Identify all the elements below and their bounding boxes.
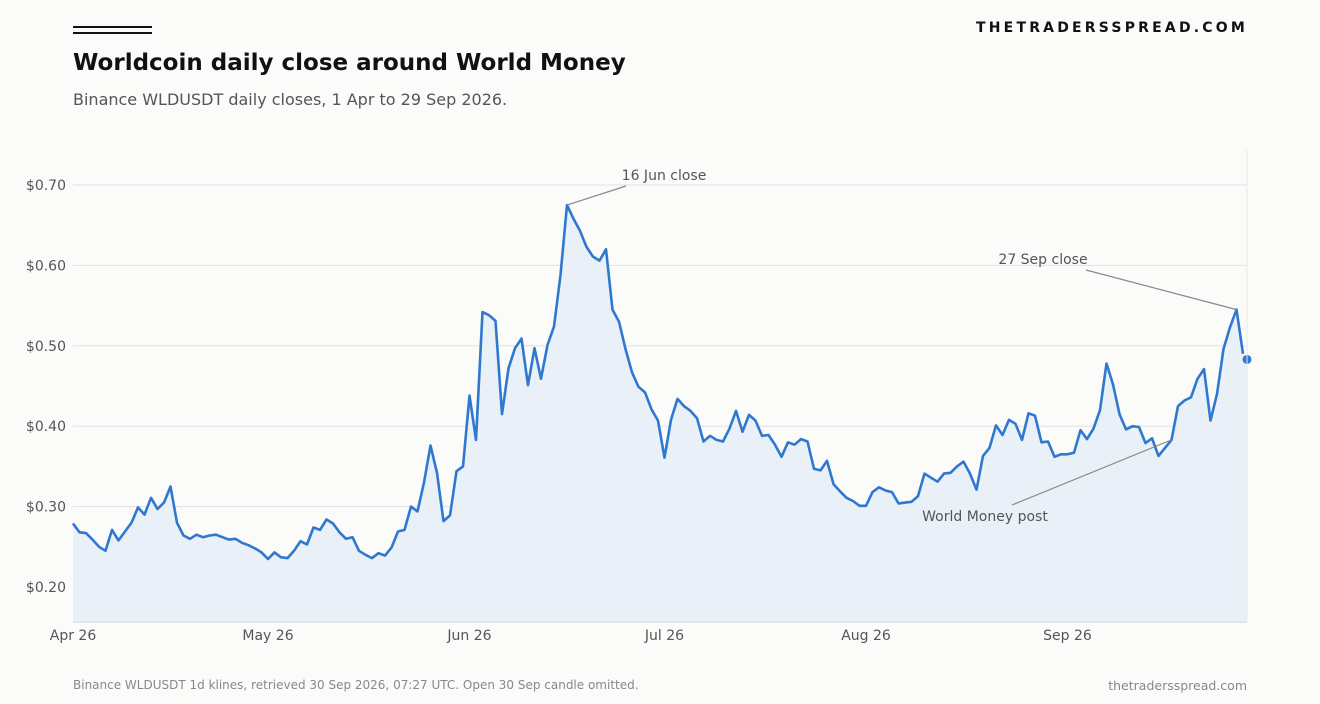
annotations: 16 Jun close 27 Sep close World Money post [566,168,1237,525]
annotation-label: 16 Jun close [622,168,707,184]
x-tick-label: Apr 26 [50,628,97,644]
area-fill [73,205,1247,622]
annotation-leader [1011,439,1172,506]
x-tick-label: Jun 26 [446,628,491,644]
source-note: Binance WLDUSDT 1d klines, retrieved 30 … [73,678,639,692]
y-tick-label: $0.20 [26,580,66,596]
annotation-leader [566,185,627,206]
annotation-leader [1085,269,1237,311]
footer-site: thetradersspread.com [1108,678,1247,693]
x-tick-label: May 26 [242,628,293,644]
annotation-label: 27 Sep close [998,252,1087,268]
chart-subtitle: Binance WLDUSDT daily closes, 1 Apr to 2… [73,90,508,109]
header-rule [73,26,152,35]
y-axis-ticks: $0.20 $0.30 $0.40 $0.50 $0.60 $0.70 [26,178,66,596]
x-tick-label: Sep 26 [1043,628,1092,644]
x-tick-label: Aug 26 [841,628,891,644]
y-tick-label: $0.40 [26,419,66,435]
y-tick-label: $0.50 [26,339,66,355]
price-line [71,203,1245,561]
x-tick-label: Jul 26 [644,628,684,644]
x-axis-ticks: Apr 26 May 26 Jun 26 Jul 26 Aug 26 Sep 26 [50,628,1092,644]
y-tick-label: $0.60 [26,258,66,274]
annotation-label: World Money post [922,509,1048,525]
y-tick-label: $0.30 [26,500,66,516]
brand-name: THETRADERSSPREAD.COM [976,20,1248,36]
y-tick-label: $0.70 [26,178,66,194]
chart-title: Worldcoin daily close around World Money [73,50,626,76]
